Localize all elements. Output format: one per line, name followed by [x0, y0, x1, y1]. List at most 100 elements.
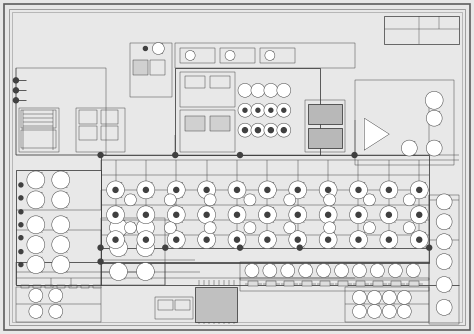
Bar: [150, 60, 165, 75]
Circle shape: [383, 291, 396, 304]
Circle shape: [258, 206, 276, 224]
Circle shape: [295, 212, 300, 217]
Circle shape: [144, 212, 148, 217]
Circle shape: [356, 187, 361, 192]
Circle shape: [98, 153, 103, 158]
Circle shape: [284, 222, 296, 234]
Circle shape: [317, 264, 330, 278]
Circle shape: [107, 181, 125, 199]
Circle shape: [185, 50, 195, 60]
Circle shape: [406, 264, 420, 278]
Bar: [100, 126, 118, 140]
Bar: [69, 285, 77, 289]
Bar: [155, 298, 193, 319]
Circle shape: [397, 291, 411, 304]
Circle shape: [107, 206, 125, 224]
Circle shape: [386, 237, 392, 242]
Circle shape: [364, 222, 375, 234]
Circle shape: [324, 222, 336, 234]
Circle shape: [397, 304, 411, 318]
Circle shape: [410, 206, 428, 224]
Bar: [266, 281, 276, 286]
Circle shape: [353, 291, 366, 304]
Circle shape: [137, 219, 155, 237]
Circle shape: [49, 289, 63, 302]
Circle shape: [353, 264, 366, 278]
Circle shape: [144, 187, 148, 192]
Circle shape: [19, 223, 23, 227]
Bar: [284, 281, 294, 286]
Circle shape: [426, 110, 442, 126]
Circle shape: [52, 216, 70, 234]
Circle shape: [426, 140, 442, 156]
Circle shape: [238, 84, 252, 97]
Circle shape: [388, 264, 402, 278]
Circle shape: [282, 108, 286, 112]
Bar: [81, 285, 89, 289]
Circle shape: [349, 206, 367, 224]
Circle shape: [27, 236, 45, 254]
Circle shape: [228, 181, 246, 199]
Circle shape: [386, 212, 392, 217]
Circle shape: [113, 237, 118, 242]
Circle shape: [167, 206, 185, 224]
Bar: [16, 68, 106, 155]
Bar: [76, 108, 126, 152]
Circle shape: [349, 181, 367, 199]
Circle shape: [265, 50, 275, 60]
Circle shape: [436, 254, 452, 270]
Circle shape: [27, 256, 45, 274]
Bar: [302, 281, 312, 286]
Circle shape: [204, 237, 209, 242]
Bar: [180, 72, 235, 107]
Circle shape: [281, 128, 286, 133]
Circle shape: [436, 277, 452, 293]
Circle shape: [198, 181, 216, 199]
Bar: [308, 128, 342, 148]
Bar: [319, 281, 329, 286]
Circle shape: [425, 91, 443, 109]
Circle shape: [386, 187, 392, 192]
Circle shape: [19, 249, 23, 254]
Bar: [429, 195, 459, 324]
Circle shape: [174, 237, 179, 242]
Circle shape: [137, 263, 155, 281]
Circle shape: [417, 237, 422, 242]
Circle shape: [244, 194, 256, 206]
Bar: [92, 285, 100, 289]
Bar: [79, 110, 97, 124]
Bar: [409, 281, 419, 286]
Circle shape: [19, 183, 23, 187]
Circle shape: [19, 263, 23, 267]
Circle shape: [364, 194, 375, 206]
Bar: [175, 42, 355, 68]
Circle shape: [256, 108, 260, 112]
Bar: [220, 48, 255, 63]
Bar: [356, 281, 365, 286]
Circle shape: [251, 123, 265, 137]
Circle shape: [277, 84, 291, 97]
Bar: [210, 76, 230, 88]
Circle shape: [144, 237, 148, 242]
Circle shape: [297, 245, 302, 250]
Bar: [355, 80, 454, 165]
Circle shape: [436, 214, 452, 230]
Polygon shape: [365, 118, 389, 150]
Circle shape: [19, 196, 23, 200]
Circle shape: [263, 264, 277, 278]
Circle shape: [268, 128, 273, 133]
Bar: [374, 281, 383, 286]
Circle shape: [401, 140, 417, 156]
Circle shape: [417, 187, 422, 192]
Circle shape: [367, 304, 382, 318]
Bar: [57, 285, 65, 289]
Circle shape: [410, 181, 428, 199]
Bar: [100, 155, 429, 263]
Bar: [210, 116, 230, 131]
Circle shape: [251, 103, 265, 117]
Circle shape: [113, 187, 118, 192]
Bar: [16, 170, 100, 285]
Circle shape: [353, 304, 366, 318]
Circle shape: [265, 237, 270, 242]
Circle shape: [264, 84, 278, 97]
